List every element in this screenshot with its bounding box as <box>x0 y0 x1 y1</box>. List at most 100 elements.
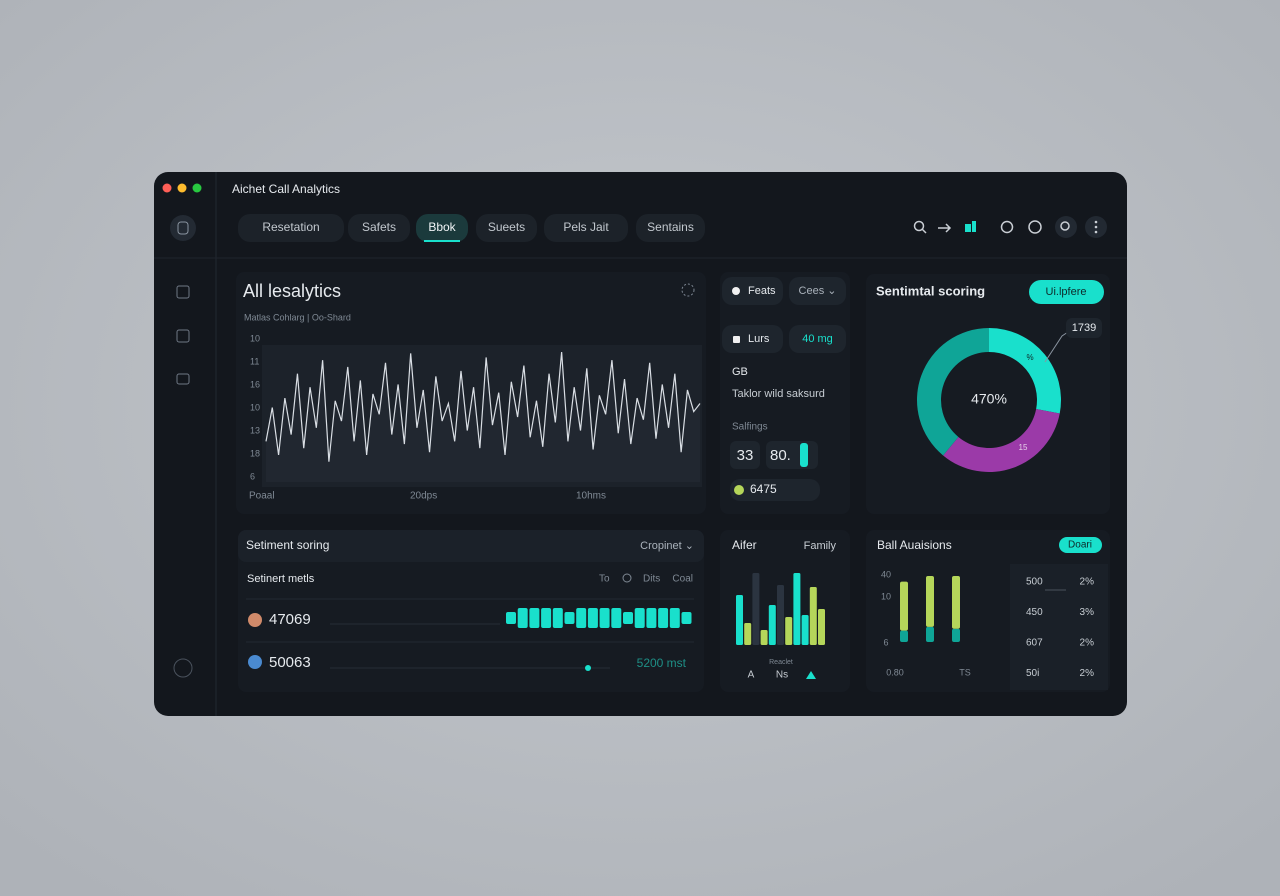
close-button[interactable] <box>162 183 172 193</box>
row-value: 47069 <box>269 611 311 628</box>
settings-icon[interactable] <box>681 283 695 297</box>
pill-dot <box>732 287 740 295</box>
stat-value: 33 <box>737 447 754 464</box>
lock-icon <box>733 336 740 343</box>
table-cell: 3% <box>1080 607 1095 618</box>
slice-label: 15 <box>1019 443 1028 452</box>
donut-center: 470% <box>971 391 1007 407</box>
stack-segment <box>952 576 960 629</box>
bar <box>785 617 793 645</box>
level-block <box>646 608 657 628</box>
row-note: 5200 mst <box>637 656 687 670</box>
level-block <box>587 608 598 628</box>
bar <box>744 623 752 645</box>
column-label: To <box>599 574 610 585</box>
nav-settings-icon[interactable] <box>173 658 193 678</box>
panel-subtitle: Matlas Cohlarg | Oo-Shard <box>244 312 351 322</box>
search-button[interactable] <box>1055 216 1077 238</box>
callout-label: 1739 <box>1072 322 1096 334</box>
y-label: 6 <box>883 637 888 647</box>
wave-fill <box>266 352 700 482</box>
stat-value: 80. <box>770 447 791 464</box>
pill[interactable] <box>722 277 783 305</box>
tab-label: Bbok <box>428 220 456 234</box>
tab[interactable] <box>636 214 705 242</box>
pill-label: Cees ⌄ <box>799 285 837 297</box>
pill[interactable] <box>722 325 783 353</box>
stack-segment <box>952 628 960 642</box>
tab-label: Safets <box>362 220 396 234</box>
column-search <box>622 573 632 583</box>
y-label: 18 <box>250 448 260 458</box>
panel-title: Setiment soring <box>246 538 329 552</box>
tab[interactable] <box>544 214 628 242</box>
after-panel <box>720 530 850 692</box>
tab[interactable] <box>416 214 468 242</box>
forward-icon[interactable] <box>938 223 952 233</box>
tab[interactable] <box>238 214 344 242</box>
table-cell: 2% <box>1080 668 1095 679</box>
y-label: 10 <box>250 333 260 343</box>
stat-dot <box>734 485 744 495</box>
clock-icon[interactable] <box>1028 220 1042 234</box>
tab-label: Sueets <box>488 220 525 234</box>
bar <box>752 573 760 645</box>
column-label: Coal <box>672 574 693 585</box>
level-block <box>576 608 587 628</box>
level-block <box>658 608 669 628</box>
chart-icon-bar <box>972 221 976 232</box>
minimize-button[interactable] <box>177 183 187 193</box>
tab-label: Pels Jait <box>563 220 609 234</box>
badge-icon[interactable] <box>1000 220 1014 234</box>
x-label: 10hms <box>576 491 606 502</box>
tab[interactable] <box>476 214 537 242</box>
pill[interactable] <box>789 325 846 353</box>
panel-button[interactable] <box>1059 537 1102 553</box>
nav-home-icon[interactable] <box>176 285 190 299</box>
y-label: 10 <box>881 591 891 601</box>
menu-dot <box>1094 225 1098 229</box>
chart-icon[interactable] <box>965 224 971 232</box>
update-button[interactable] <box>1029 280 1104 304</box>
profile-avatar[interactable] <box>170 215 196 241</box>
x-label: A <box>748 670 755 681</box>
search-icon[interactable] <box>913 220 925 232</box>
bar <box>768 605 776 645</box>
column-label: Dits <box>643 574 660 585</box>
pill-label: Lurs <box>748 333 770 345</box>
avatar-icon <box>177 221 189 235</box>
panel-tab: Family <box>804 540 837 552</box>
nav-docs-icon[interactable] <box>176 329 190 343</box>
bar <box>809 587 817 645</box>
button-label: Doari <box>1068 540 1092 551</box>
tab[interactable] <box>348 214 410 242</box>
metrics-header <box>238 530 704 562</box>
pill-label: Feats <box>748 285 776 297</box>
donut-segment <box>917 328 989 456</box>
panel-title: Sentimtal scoring <box>876 283 985 298</box>
row-value: 50063 <box>269 654 311 671</box>
bar <box>801 615 809 645</box>
x-label: Ns <box>776 670 788 681</box>
nav-mail-icon[interactable] <box>176 373 190 385</box>
table-cell: 2% <box>1080 638 1095 649</box>
dropdown: Cropinet ⌄ <box>640 540 694 552</box>
y-label: 13 <box>250 425 260 435</box>
panel-title: Aifer <box>732 538 757 552</box>
side-section: Salfings <box>732 422 768 433</box>
donut-hole <box>942 353 1036 447</box>
y-label: 6 <box>250 471 255 481</box>
level-block <box>541 608 552 628</box>
stat-indicator <box>800 443 808 467</box>
x-label: TS <box>959 667 971 677</box>
table-cell: 450 <box>1026 607 1043 618</box>
maximize-button[interactable] <box>192 183 202 193</box>
bar <box>760 630 768 645</box>
callout-line <box>1044 331 1069 363</box>
bar <box>736 595 743 645</box>
level-block <box>623 612 633 624</box>
wave-line <box>265 351 701 462</box>
pill[interactable] <box>789 277 846 305</box>
